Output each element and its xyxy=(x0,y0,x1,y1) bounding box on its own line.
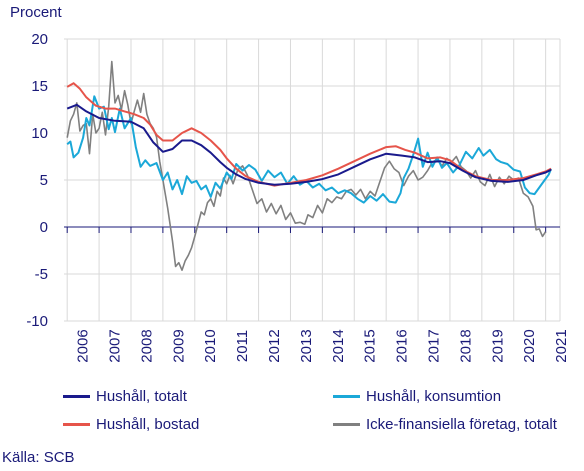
legend-swatch-households-total xyxy=(63,395,90,398)
x-tick-label: 2007 xyxy=(107,329,124,362)
legend-label-households-consumption: Hushåll, konsumtion xyxy=(366,388,502,405)
legend-label-nonfinancial-corporations: Icke-finansiella företag, totalt xyxy=(366,416,557,433)
x-tick-label: 2018 xyxy=(457,329,474,362)
x-tick-label: 2010 xyxy=(202,329,219,362)
x-tick-label: 2016 xyxy=(394,329,411,362)
source-note: Källa: SCB xyxy=(2,449,75,466)
legend-item-nonfinancial-corporations: Icke-finansiella företag, totalt xyxy=(333,416,557,433)
legend-item-households-consumption: Hushåll, konsumtion xyxy=(333,388,501,405)
x-tick-label: 2019 xyxy=(489,329,506,362)
y-axis-label: Procent xyxy=(10,4,62,21)
y-tick-label: 20 xyxy=(31,31,48,48)
legend-label-households-housing: Hushåll, bostad xyxy=(96,416,200,433)
y-tick-label: 5 xyxy=(40,172,48,189)
x-tick-label: 2015 xyxy=(362,329,379,362)
legend-swatch-households-consumption xyxy=(333,395,360,398)
legend-swatch-nonfinancial-corporations xyxy=(333,423,360,426)
legend-label-households-total: Hushåll, totalt xyxy=(96,388,187,405)
series-line-icke-finansiella-f-retag-totalt xyxy=(66,60,547,272)
y-tick-label: -5 xyxy=(35,266,48,283)
x-tick-label: 2021 xyxy=(553,329,570,362)
x-tick-label: 2020 xyxy=(521,329,538,362)
y-tick-label: 10 xyxy=(31,125,48,142)
x-tick-label: 2014 xyxy=(330,329,347,362)
x-tick-label: 2012 xyxy=(266,329,283,362)
x-tick-label: 2006 xyxy=(75,329,92,362)
series-line-hush-ll-bostad xyxy=(66,82,552,187)
y-tick-label: -10 xyxy=(26,313,48,330)
legend-item-households-housing: Hushåll, bostad xyxy=(63,416,199,433)
x-tick-label: 2009 xyxy=(170,329,187,362)
x-tick-label: 2017 xyxy=(426,329,443,362)
x-tick-label: 2011 xyxy=(234,330,251,362)
legend-swatch-households-housing xyxy=(63,423,90,426)
y-tick-label: 0 xyxy=(40,219,48,236)
x-tick-label: 2008 xyxy=(138,329,155,362)
series-line-hush-ll-totalt xyxy=(66,103,552,186)
y-tick-label: 15 xyxy=(31,78,48,95)
legend-item-households-total: Hushåll, totalt xyxy=(63,388,187,405)
x-tick-label: 2013 xyxy=(298,329,315,362)
